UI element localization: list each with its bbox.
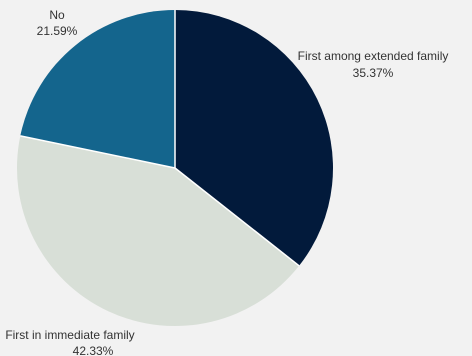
slice-separator [174,167,300,267]
slice-separators [20,10,300,267]
pie-slice-immediate-family [17,135,300,326]
pie-slices [17,10,333,326]
pie-slice-no [20,10,175,168]
slice-label-immediate-family: First in immediate family [5,328,134,342]
slice-separator [20,135,176,169]
slice-label-no: No [49,8,65,22]
slice-value-no: 21.59% [37,24,78,38]
slice-value-extended-family: 35.37% [353,66,394,80]
slice-label-extended-family: First among extended family [298,49,449,63]
slice-value-immediate-family: 42.33% [73,344,114,356]
pie-slice-extended-family [175,10,333,266]
